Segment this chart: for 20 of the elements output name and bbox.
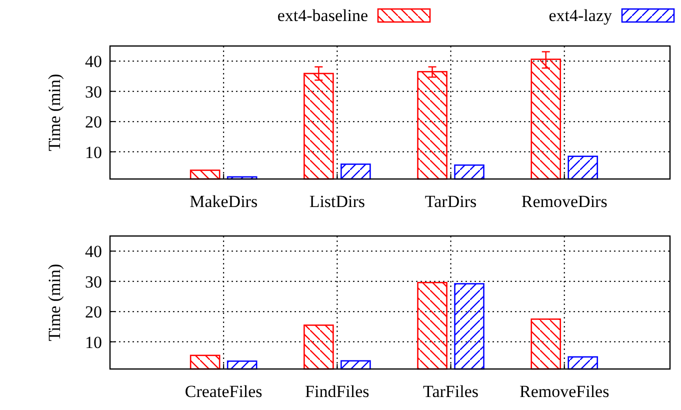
x-tick-label: CreateFiles xyxy=(184,382,262,401)
x-tick-label: RemoveFiles xyxy=(520,382,610,401)
x-tick-label: ListDirs xyxy=(309,192,366,211)
y-axis-title: Time (min) xyxy=(45,74,64,152)
y-tick-label: 30 xyxy=(85,82,102,102)
y-axis-title: Time (min) xyxy=(45,264,64,342)
y-tick-label: 10 xyxy=(85,142,102,162)
y-tick-label: 40 xyxy=(85,242,102,262)
x-tick-label: TarDirs xyxy=(424,192,477,211)
y-tick-label: 40 xyxy=(85,52,102,72)
legend-label: ext4-lazy xyxy=(548,6,612,25)
y-tick-label: 20 xyxy=(85,302,102,322)
y-tick-label: 10 xyxy=(85,332,102,352)
legend-label: ext4-baseline xyxy=(277,6,368,25)
x-tick-label: MakeDirs xyxy=(190,192,258,211)
x-tick-label: RemoveDirs xyxy=(521,192,608,211)
x-tick-label: FindFiles xyxy=(305,382,370,401)
y-tick-label: 30 xyxy=(85,272,102,292)
x-tick-label: TarFiles xyxy=(423,382,479,401)
y-tick-label: 20 xyxy=(85,112,102,132)
